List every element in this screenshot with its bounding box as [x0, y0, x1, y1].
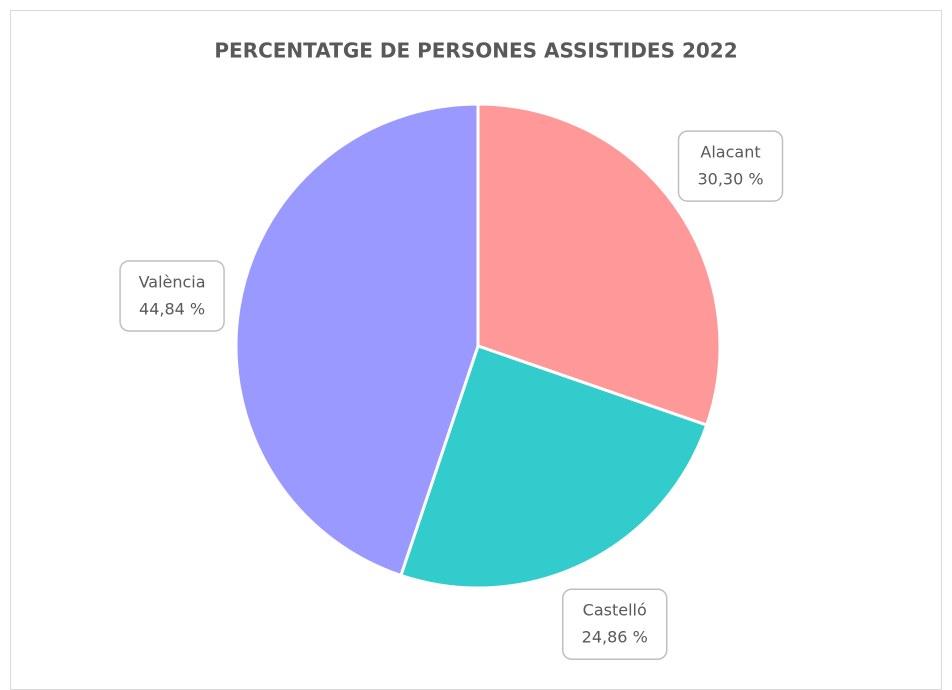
- data-label-name: Castelló: [583, 601, 647, 620]
- pie-slice: [399, 344, 709, 590]
- data-label-value: 30,30 %: [697, 170, 763, 189]
- pie-slice: [234, 102, 480, 578]
- data-label-name: Alacant: [700, 143, 760, 162]
- data-label-box: [561, 588, 668, 660]
- data-label-value: 44,84 %: [139, 299, 205, 318]
- chart-title: PERCENTATGE DE PERSONES ASSISTIDES 2022: [214, 39, 737, 63]
- data-label-name: València: [139, 272, 206, 291]
- data-label-box: [677, 130, 784, 202]
- pie-slice: [476, 102, 722, 428]
- data-label-box: [119, 260, 225, 332]
- data-label-value: 24,86 %: [582, 628, 648, 647]
